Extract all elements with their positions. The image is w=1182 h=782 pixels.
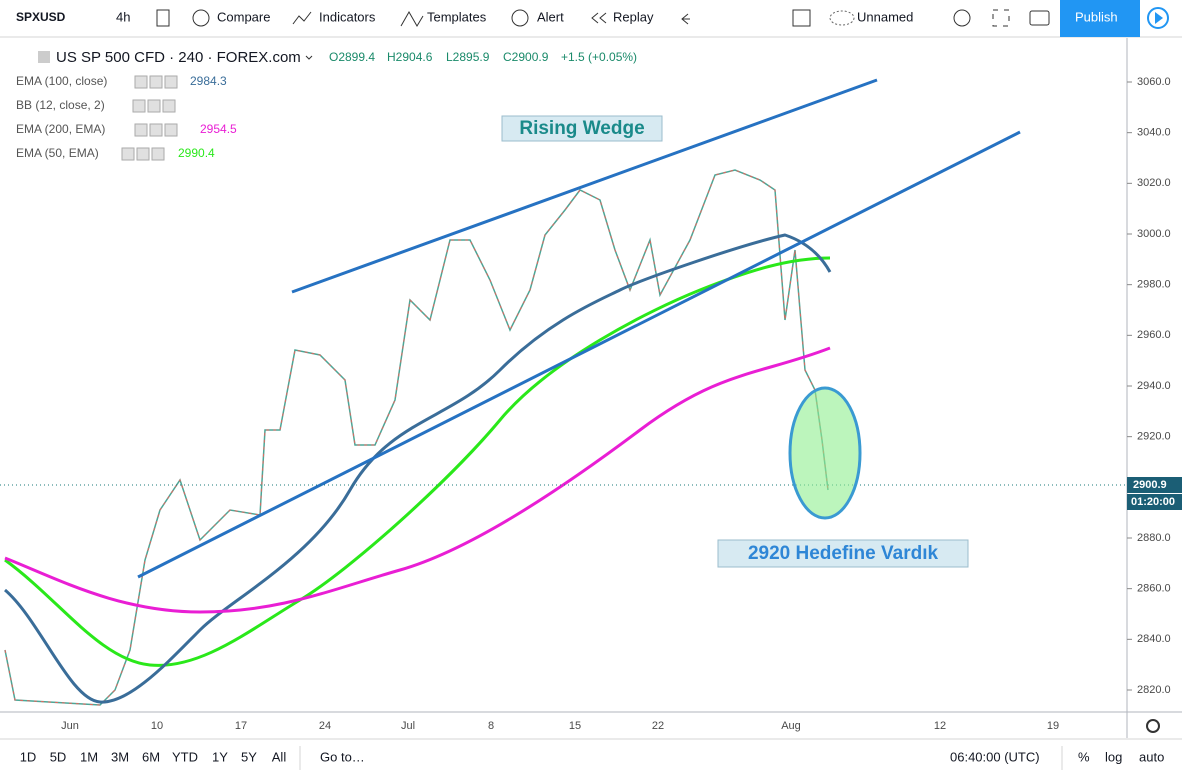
study-name[interactable]: BB (12, close, 2) (16, 98, 105, 112)
goto[interactable]: Go to… (320, 749, 365, 764)
ohlc-value: C2900.9 (503, 50, 549, 64)
y-tick-label: 2880.0 (1137, 532, 1171, 544)
ohlc-value: L2895.9 (446, 50, 490, 64)
compare[interactable]: Compare (217, 9, 270, 24)
pattern-label: Rising Wedge (519, 118, 644, 139)
clock: 06:40:00 (UTC) (950, 749, 1040, 764)
y-tick-label: 2960.0 (1137, 329, 1171, 341)
y-tick-label: 3060.0 (1137, 76, 1171, 88)
target-box (717, 539, 969, 568)
range-button[interactable]: YTD (172, 749, 198, 764)
templates[interactable]: Templates (427, 9, 487, 24)
pattern-box (501, 115, 663, 142)
x-tick-label: 19 (1047, 720, 1059, 732)
study-value: 2990.4 (178, 146, 215, 160)
study-icon[interactable] (149, 123, 163, 137)
x-tick-label: 15 (569, 720, 581, 732)
y-tick-label: 2980.0 (1137, 279, 1171, 291)
snapshot[interactable] (1029, 10, 1050, 26)
chart-pane: Rising Wedge 2920 Hedefine Vardık (0, 38, 1182, 738)
publish[interactable]: Publish (1075, 9, 1118, 24)
toolbar (0, 0, 1182, 37)
fullscreen[interactable] (992, 9, 1010, 27)
settings[interactable] (953, 9, 971, 27)
range-button[interactable]: 1M (80, 749, 98, 764)
study-icon[interactable] (164, 75, 178, 89)
study-value: 2954.5 (200, 122, 237, 136)
x-tick-label: 8 (488, 720, 494, 732)
ohlc-value: +1.5 (+0.05%) (561, 50, 637, 64)
study-icon[interactable] (162, 99, 176, 113)
ema-100 (4, 233, 832, 704)
legend: US SP 500 CFD · 240 · FOREX.com (38, 49, 313, 66)
range-button[interactable]: 6M (142, 749, 160, 764)
auto-toggle[interactable]: auto (1139, 749, 1164, 764)
range-button[interactable]: 1Y (212, 749, 228, 764)
trend-line-lower (137, 130, 1021, 579)
countdown: 01:20:00 (1131, 496, 1175, 508)
x-tick-label: 24 (319, 720, 331, 732)
x-tick-label: Jul (401, 720, 415, 732)
study-icon[interactable] (147, 99, 161, 113)
ohlc-value: H2904.6 (387, 50, 433, 64)
range-button[interactable]: 5D (50, 749, 67, 764)
range-button[interactable]: 1D (20, 749, 37, 764)
study-icon[interactable] (121, 147, 135, 161)
ema-200 (4, 256, 831, 667)
y-tick-label: 3020.0 (1137, 177, 1171, 189)
replay[interactable]: Replay (613, 9, 654, 24)
x-tick-label: 22 (652, 720, 664, 732)
target-label: 2920 Hedefine Vardık (748, 543, 939, 564)
x-tick-label: 10 (151, 720, 163, 732)
study-name[interactable]: EMA (50, EMA) (16, 146, 99, 160)
y-tick-label: 2940.0 (1137, 380, 1171, 392)
alert[interactable]: Alert (537, 9, 564, 24)
y-tick-label: 3000.0 (1137, 228, 1171, 240)
x-tick-label: 12 (934, 720, 946, 732)
publish-button[interactable] (1060, 0, 1140, 37)
log-toggle[interactable]: log (1105, 749, 1122, 764)
symbol[interactable]: SPXUSD (16, 10, 66, 24)
x-tick-label: Jun (61, 720, 79, 732)
study-icon[interactable] (149, 75, 163, 89)
y-tick-label: 3040.0 (1137, 127, 1171, 139)
study-icon[interactable] (134, 123, 148, 137)
study-name[interactable]: EMA (100, close) (16, 74, 107, 88)
y-tick-label: 2840.0 (1137, 633, 1171, 645)
study-icon[interactable] (132, 99, 146, 113)
study-icon[interactable] (136, 147, 150, 161)
range-button[interactable]: All (272, 749, 287, 764)
interval[interactable]: 4h (116, 9, 130, 24)
target-ellipse (788, 386, 862, 520)
candle-icon[interactable] (156, 9, 170, 27)
ema-50 (4, 346, 831, 614)
legend-title[interactable]: US SP 500 CFD · 240 · FOREX.com (56, 49, 301, 66)
study-value: 2984.3 (190, 74, 227, 88)
bottom-bar: Go to… 06:40:00 (UTC) % log auto (299, 746, 1164, 770)
rect-tool[interactable] (792, 9, 811, 27)
study-name[interactable]: EMA (200, EMA) (16, 122, 105, 136)
study-icon[interactable] (134, 75, 148, 89)
trend-line-upper (291, 78, 878, 294)
ohlc-value: O2899.4 (329, 50, 375, 64)
x-tick-label: 17 (235, 720, 247, 732)
axis-settings[interactable] (1146, 719, 1160, 733)
layout-name[interactable]: Unnamed (857, 9, 913, 24)
play[interactable] (1147, 7, 1169, 29)
x-tick-label: Aug (781, 720, 801, 732)
y-tick-label: 2820.0 (1137, 684, 1171, 696)
range-button[interactable]: 5Y (241, 749, 257, 764)
price-path-down (4, 169, 829, 706)
current-price: 2900.9 (1133, 479, 1167, 491)
range-button[interactable]: 3M (111, 749, 129, 764)
y-tick-label: 2860.0 (1137, 583, 1171, 595)
study-icon[interactable] (164, 123, 178, 137)
study-icon[interactable] (151, 147, 165, 161)
y-tick-label: 2920.0 (1137, 431, 1171, 443)
percent-toggle[interactable]: % (1078, 749, 1090, 764)
indicators[interactable]: Indicators (319, 9, 376, 24)
current-price-tag (1127, 477, 1182, 493)
